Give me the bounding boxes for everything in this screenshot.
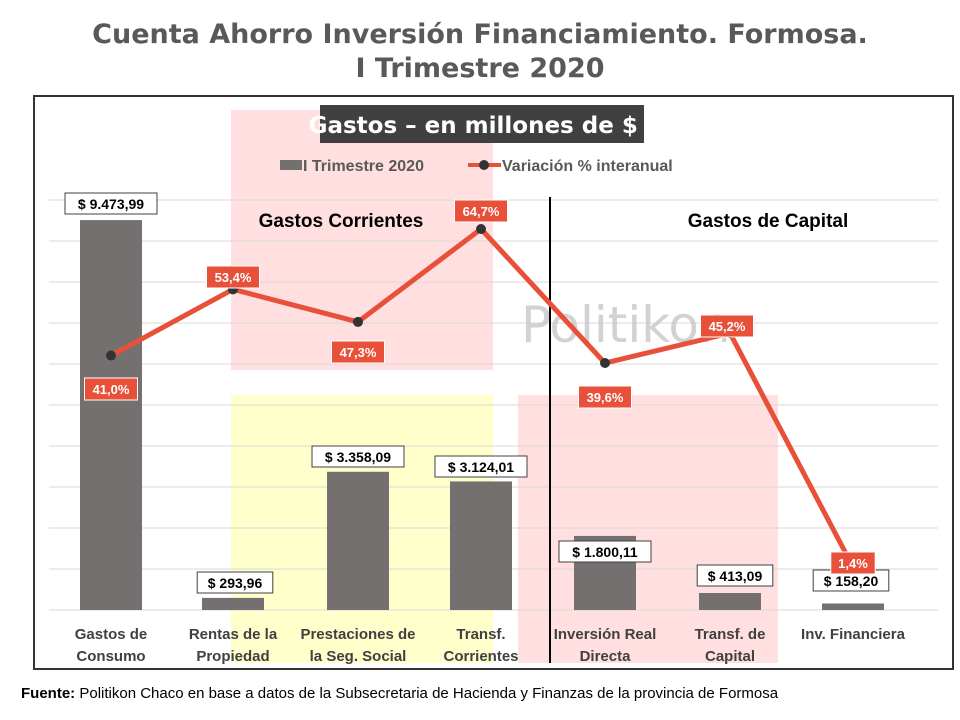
category-label: Rentas de la — [189, 626, 278, 643]
line-value-label-box — [700, 314, 754, 338]
legend-bar-swatch — [280, 160, 302, 170]
source-label: Fuente: — [21, 685, 76, 702]
page-title: Cuenta Ahorro Inversión Financiamiento. … — [0, 18, 960, 86]
chart-frame: Politikon Gastos – en millones de $ - I Tr… — [33, 95, 954, 670]
line-value-label: 41,0% — [93, 382, 130, 397]
section-gastos-capital: Gastos de Capital — [688, 211, 849, 232]
category-label: Directa — [580, 648, 632, 665]
line-point — [353, 316, 363, 327]
chart-title: Gastos – en millones de $ - — [309, 113, 656, 139]
bar-value-label: $ 293,96 — [208, 575, 263, 591]
line-value-label: 45,2% — [709, 319, 746, 334]
bar-value-label-box — [434, 455, 528, 478]
bar-value-label: $ 1.800,11 — [572, 544, 638, 560]
category-label: Prestaciones de — [300, 626, 415, 643]
section-gastos-corrientes: Gastos Corrientes — [259, 211, 424, 232]
category-label: Corrientes — [443, 648, 518, 665]
category-label: Transf. — [456, 626, 505, 643]
bar — [202, 597, 264, 610]
category-label: Inversión Real — [554, 626, 657, 643]
bar-value-label-box — [64, 192, 158, 215]
panel-gastos-corrientes-top — [231, 110, 493, 370]
category-label: Gastos de — [75, 626, 148, 643]
line-value-label-box — [830, 551, 876, 575]
bar-value-label: $ 3.124,01 — [448, 459, 514, 475]
bar-value-label: $ 3.358,09 — [325, 449, 391, 465]
bar — [80, 220, 142, 610]
line-value-label: 53,4% — [215, 270, 252, 285]
legend-bar-label: I Trimestre 2020 — [303, 158, 424, 175]
category-label: Inv. Financiera — [801, 626, 906, 643]
bar-value-label-box — [196, 571, 274, 594]
line-value-label-box — [454, 199, 508, 223]
line-point — [476, 224, 486, 234]
line-point — [600, 358, 610, 369]
line-value-label-box — [331, 340, 385, 364]
line-value-label: 47,3% — [340, 345, 377, 360]
category-label: Propiedad — [196, 648, 269, 665]
bar-value-label-box — [311, 445, 405, 468]
category-label: Capital — [705, 648, 755, 665]
title-line-2: I Trimestre 2020 — [355, 53, 605, 84]
line-value-label: 39,6% — [587, 390, 624, 405]
bar-value-label: $ 9.473,99 — [78, 196, 144, 212]
line-value-label-box — [84, 377, 138, 401]
bar-value-label-box — [696, 564, 774, 587]
line-value-label: 64,7% — [463, 204, 500, 219]
source-note: Fuente: Politikon Chaco en base a datos … — [21, 685, 778, 702]
bar — [450, 481, 512, 610]
category-label: Transf. de — [695, 626, 766, 643]
category-label: la Seg. Social — [310, 648, 407, 665]
legend-line-marker — [479, 160, 489, 170]
line-value-label-box — [206, 265, 260, 289]
bar-value-label-box — [558, 540, 652, 563]
category-label: Consumo — [76, 648, 145, 665]
chart-svg: Politikon Gastos – en millones de $ - I Tr… — [49, 105, 938, 665]
source-text: Politikon Chaco en base a datos de la Su… — [79, 685, 779, 702]
line-value-label-box — [578, 385, 632, 409]
watermark: Politikon — [521, 296, 731, 354]
chart-title-box — [320, 105, 644, 143]
bar — [699, 592, 761, 610]
line-value-label: 1,4% — [838, 556, 868, 571]
bar-value-label: $ 158,20 — [824, 573, 879, 589]
bar — [327, 471, 389, 610]
bar-value-label: $ 413,09 — [708, 568, 763, 584]
bar — [822, 603, 884, 610]
legend-line-label: Variación % interanual — [502, 158, 673, 175]
title-line-1: Cuenta Ahorro Inversión Financiamiento. … — [92, 19, 868, 50]
panel-gastos-capital — [518, 395, 778, 663]
line-point — [106, 350, 116, 361]
